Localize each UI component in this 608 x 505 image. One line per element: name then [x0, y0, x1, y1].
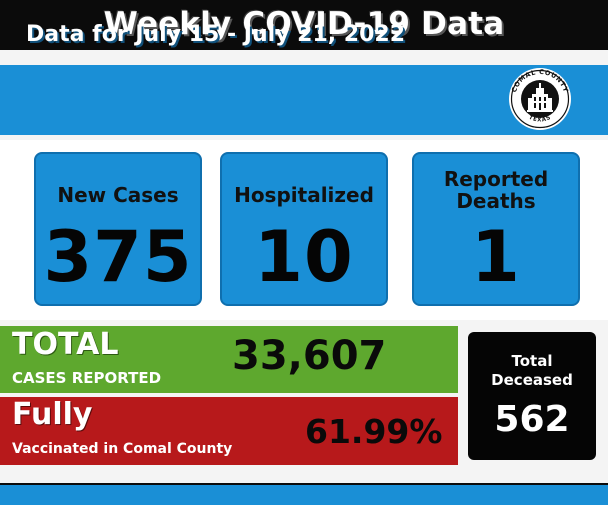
vaccinated-strip [0, 397, 458, 465]
new-cases-value: 375 [43, 216, 193, 298]
vaccinated-value: 61.99% [305, 412, 443, 451]
date-banner [0, 65, 608, 135]
total-cases-subtitle: CASES REPORTED [12, 369, 162, 387]
total-cases-value: 33,607 [232, 333, 387, 379]
total-deceased-label-line-1: Total [511, 352, 553, 370]
total-deceased-box [468, 332, 596, 460]
vaccinated-title: Fully [12, 397, 93, 432]
new-cases-card: New Cases 375 [34, 152, 202, 306]
total-cases-title: TOTAL [12, 327, 119, 362]
seal-bottom-text: TEXAS [528, 115, 552, 124]
vaccinated-subtitle: Vaccinated in Comal County [12, 441, 233, 457]
total-cases-strip [0, 326, 458, 393]
bottom-divider [0, 483, 608, 485]
hospitalized-label: Hospitalized [234, 183, 374, 207]
svg-text:TEXAS: TEXAS [528, 115, 553, 124]
title-bar [0, 0, 608, 50]
reported-deaths-label-line-1: Reported [443, 167, 549, 191]
date-range-heading: Data for July 15 - July 21, 2022 [26, 22, 406, 47]
total-deceased-value: 562 [494, 399, 570, 440]
county-seal-logo: COMAL COUNTY TEXAS [509, 68, 571, 130]
total-deceased-label: Total Deceased [468, 352, 596, 390]
reported-deaths-value: 1 [471, 216, 521, 298]
page-title: Weekly COVID-19 Data [103, 6, 505, 42]
hospitalized-card: Hospitalized 10 [220, 152, 388, 306]
reported-deaths-card: Reported Deaths 1 [412, 152, 580, 306]
hospitalized-value: 10 [254, 216, 354, 298]
reported-deaths-label-line-2: Deaths [456, 189, 536, 213]
bottom-banner [0, 485, 608, 505]
new-cases-label: New Cases [57, 183, 179, 207]
total-deceased-label-line-2: Deceased [491, 371, 573, 389]
